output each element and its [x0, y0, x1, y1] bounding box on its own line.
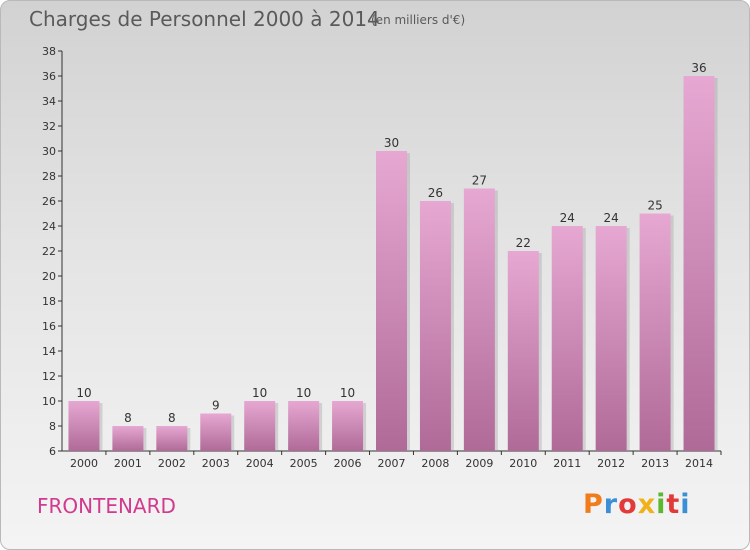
x-tick-label: 2005: [290, 457, 318, 470]
logo-letter: o: [618, 489, 638, 520]
bar-value-label: 24: [560, 211, 575, 225]
x-tick-label: 2013: [641, 457, 669, 470]
y-tick-label: 34: [42, 95, 56, 108]
y-tick-label: 22: [42, 245, 56, 258]
y-tick-label: 12: [42, 370, 56, 383]
bar-value-label: 10: [340, 386, 355, 400]
bar-value-label: 24: [604, 211, 619, 225]
chart-title: Charges de Personnel 2000 à 2014: [29, 7, 380, 31]
y-tick-label: 28: [42, 170, 56, 183]
y-tick-label: 24: [42, 220, 56, 233]
logo-letter: t: [666, 489, 681, 520]
bar-value-label: 8: [124, 411, 132, 425]
bar-value-label: 8: [168, 411, 176, 425]
chart-subtitle: (en milliers d'€): [371, 13, 466, 27]
bar: [244, 401, 276, 451]
bar: [68, 401, 100, 451]
x-tick-label: 2010: [509, 457, 537, 470]
logo-letter: P: [583, 489, 604, 520]
x-tick-label: 2006: [334, 457, 362, 470]
bar: [376, 151, 407, 451]
bar-value-label: 27: [472, 174, 487, 188]
bar: [683, 76, 715, 451]
logo-letter: r: [603, 489, 619, 520]
y-tick-label: 10: [42, 395, 56, 408]
bar-value-label: 22: [516, 236, 531, 250]
y-tick-label: 26: [42, 195, 56, 208]
bar-value-label: 10: [296, 386, 311, 400]
bar-value-label: 10: [252, 386, 267, 400]
bar: [288, 401, 320, 451]
bar: [463, 188, 495, 451]
bar: [595, 226, 627, 451]
y-tick-label: 30: [42, 145, 56, 158]
bar: [332, 401, 364, 451]
bar: [156, 426, 188, 451]
bar: [419, 201, 451, 451]
bar: [639, 213, 671, 451]
y-tick-label: 6: [49, 445, 56, 458]
y-tick-label: 38: [42, 45, 56, 58]
y-tick-label: 8: [49, 420, 56, 433]
x-tick-label: 2003: [202, 457, 230, 470]
x-tick-label: 2009: [465, 457, 493, 470]
logo-letter: i: [656, 489, 667, 520]
y-tick-label: 14: [42, 345, 56, 358]
x-tick-label: 2001: [114, 457, 142, 470]
bar-value-label: 26: [428, 186, 443, 200]
logo-letter: i: [680, 489, 691, 520]
y-tick-label: 36: [42, 70, 56, 83]
x-tick-label: 2002: [158, 457, 186, 470]
bar: [507, 251, 539, 451]
x-tick-label: 2008: [421, 457, 449, 470]
y-tick-label: 32: [42, 120, 56, 133]
x-tick-label: 2011: [553, 457, 581, 470]
x-tick-label: 2014: [685, 457, 713, 470]
bar: [112, 426, 144, 451]
y-tick-label: 18: [42, 295, 56, 308]
bar: [551, 226, 583, 451]
commune-name: FRONTENARD: [37, 494, 176, 518]
x-tick-label: 2004: [246, 457, 274, 470]
x-tick-label: 2000: [70, 457, 98, 470]
proxiti-logo[interactable]: Proxiti: [583, 489, 691, 520]
bar-value-label: 9: [212, 399, 220, 413]
bar-value-label: 36: [691, 61, 706, 75]
logo-letter: x: [637, 489, 657, 520]
x-tick-label: 2012: [597, 457, 625, 470]
bar-value-label: 30: [384, 136, 399, 150]
bar: [200, 413, 232, 451]
y-tick-label: 16: [42, 320, 56, 333]
x-tick-label: 2007: [378, 457, 406, 470]
bar-value-label: 10: [76, 386, 91, 400]
bar-value-label: 25: [647, 199, 662, 213]
y-tick-label: 20: [42, 270, 56, 283]
